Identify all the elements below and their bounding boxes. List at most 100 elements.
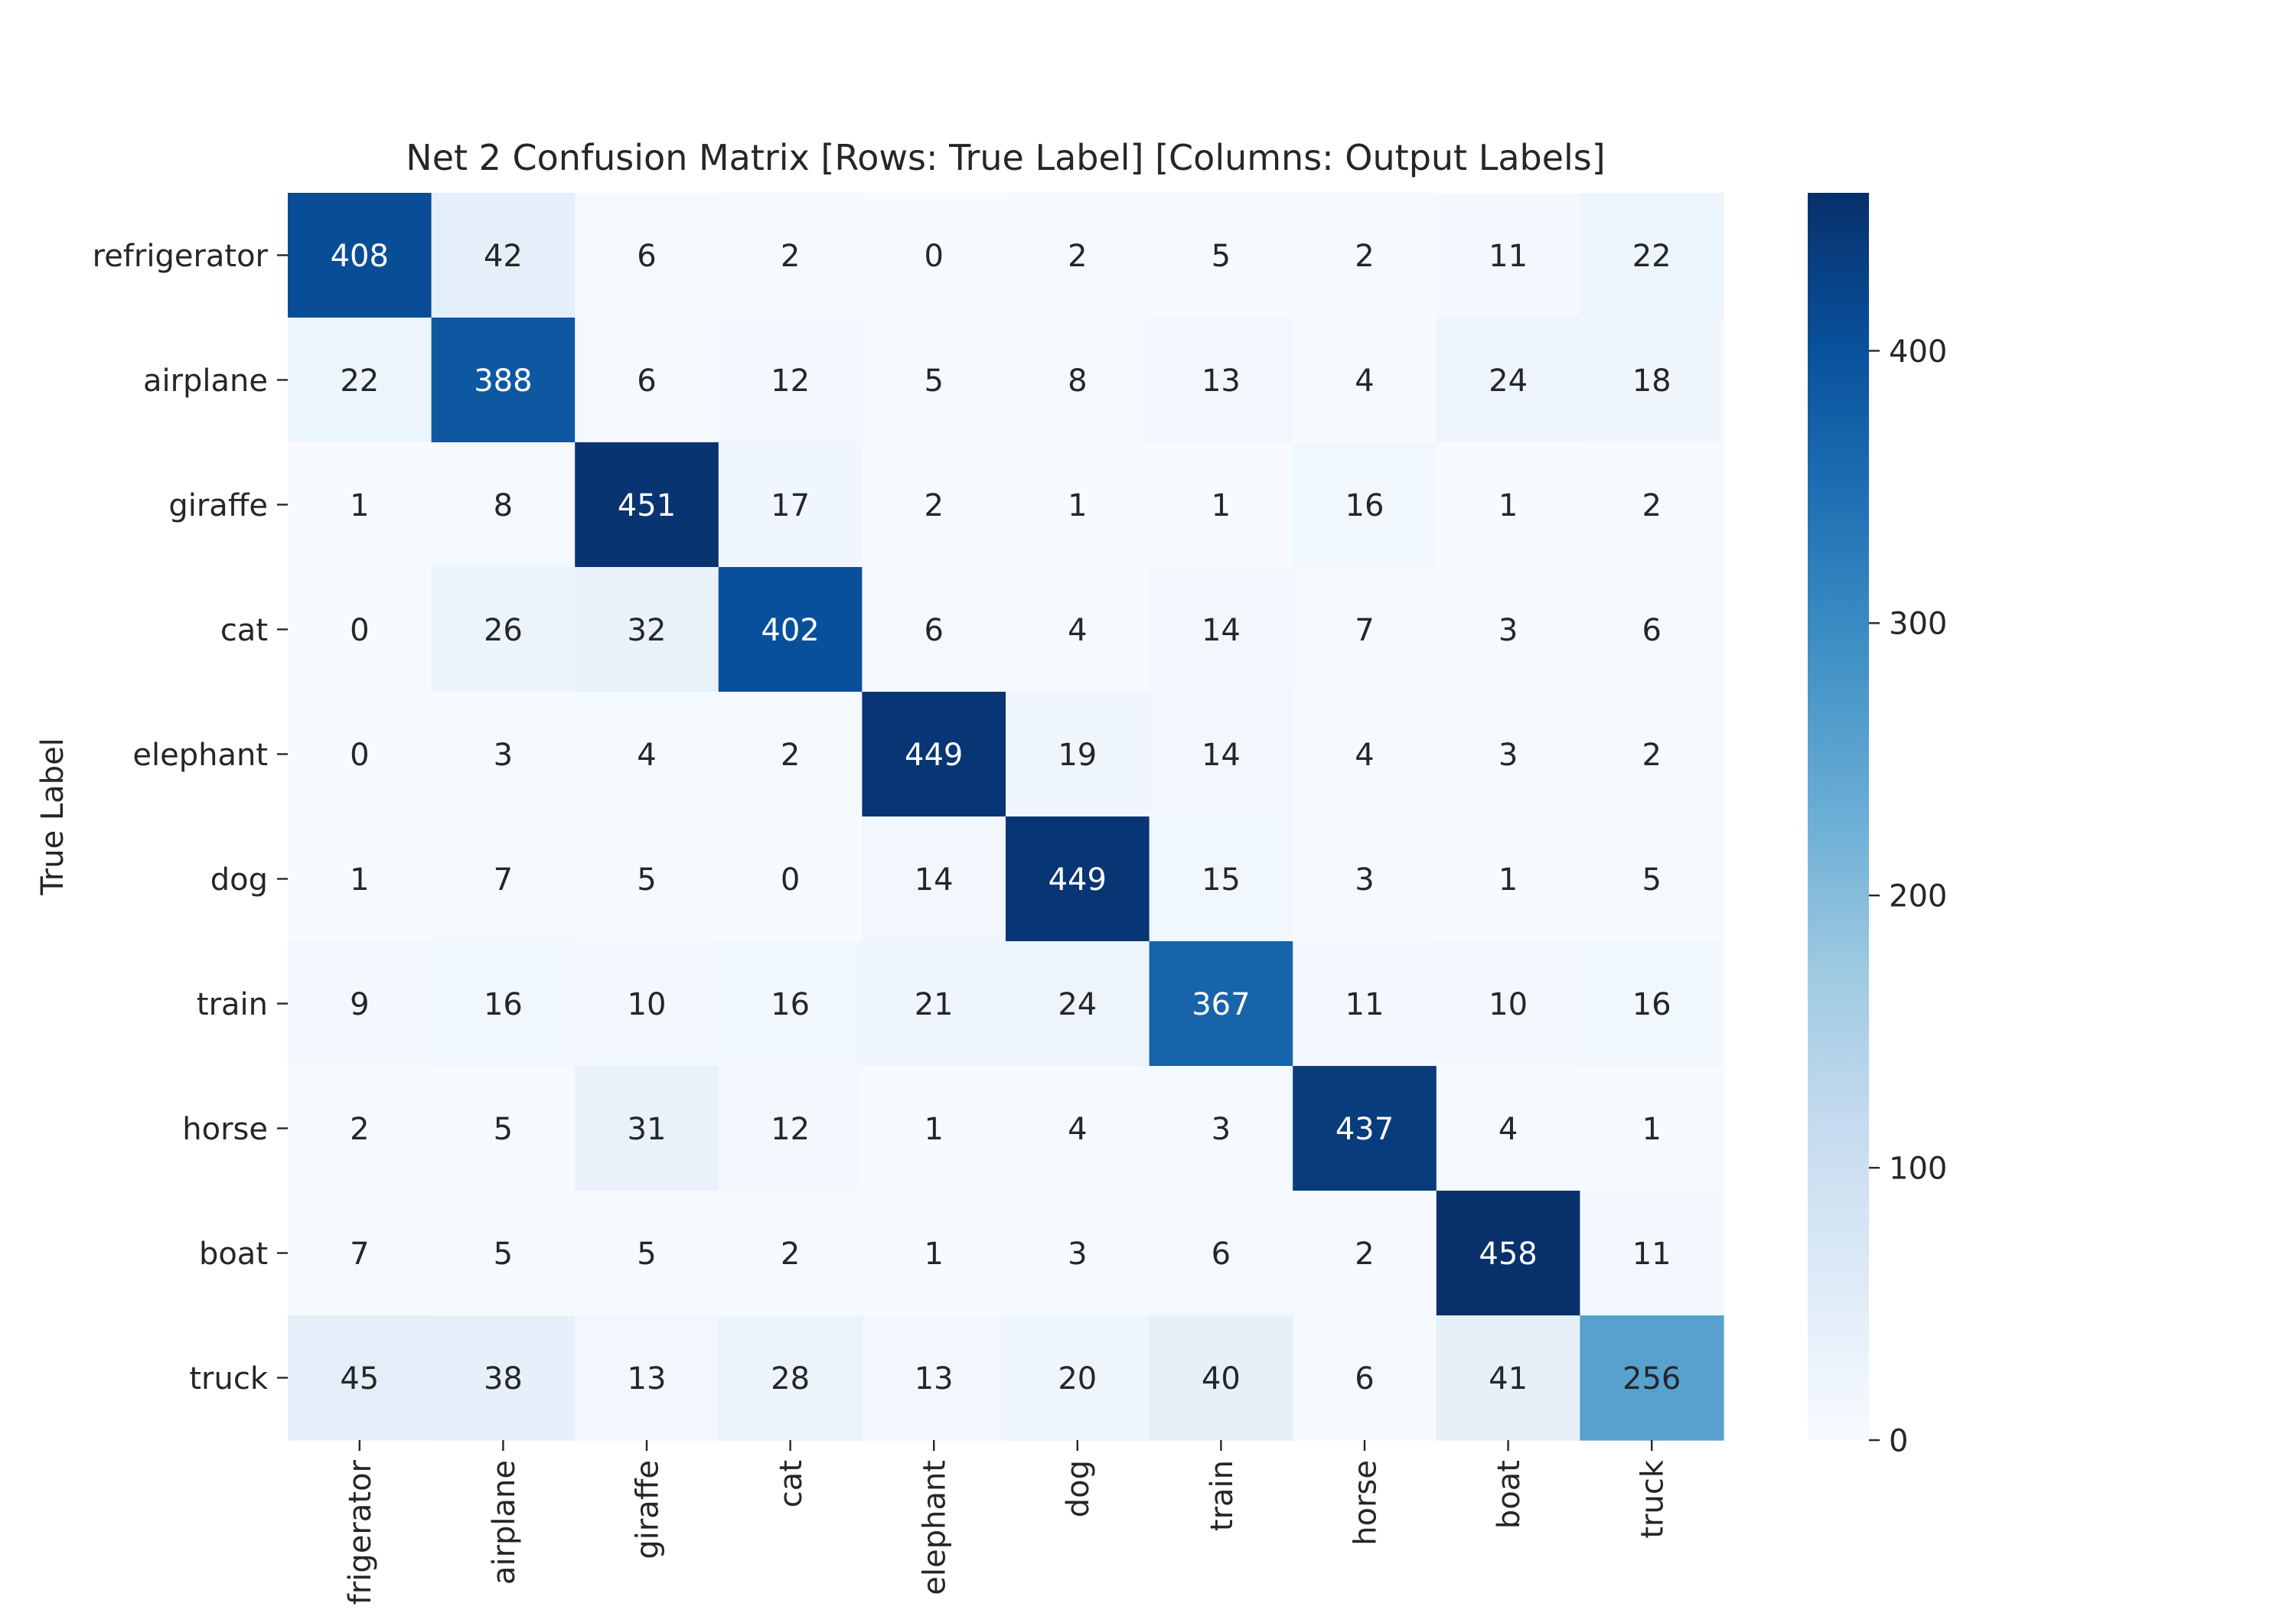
colorbar-tick-label: 100: [1889, 1152, 1947, 1187]
col-tick-label: giraffe: [630, 1460, 665, 1559]
cell-value-label: 449: [905, 738, 963, 773]
cell-value-label: 4: [1355, 738, 1374, 773]
cell-value-label: 1: [1642, 1112, 1661, 1147]
heatmap-cell: [575, 442, 719, 568]
row-tick-label: boat: [199, 1237, 268, 1272]
cell-value-label: 14: [1202, 738, 1241, 773]
heatmap-cell: [1149, 567, 1293, 693]
row-tick-label: airplane: [143, 363, 268, 399]
cell-value-label: 3: [1499, 738, 1518, 773]
heatmap-cell: [575, 941, 719, 1067]
cell-value-label: 5: [1212, 239, 1231, 274]
row-tick-label: giraffe: [168, 488, 268, 523]
cell-value-label: 408: [331, 239, 389, 274]
cell-value-label: 2: [781, 1237, 800, 1272]
heatmap-cell: [862, 692, 1006, 817]
cell-value-label: 2: [781, 239, 800, 274]
row-tick-label: dog: [210, 862, 268, 898]
cell-value-label: 2: [1642, 488, 1661, 523]
cell-value-label: 14: [1202, 613, 1241, 648]
heatmap-cell: [575, 1191, 719, 1316]
heatmap-cell: [1436, 193, 1580, 318]
col-tick-label: elephant: [918, 1460, 953, 1595]
cell-value-label: 24: [1489, 363, 1528, 399]
heatmap-cell: [862, 1315, 1006, 1441]
heatmap-cell: [1006, 567, 1150, 693]
heatmap-cell: [1436, 816, 1580, 942]
heatmap-cell: [575, 816, 719, 942]
colorbar: 0 100 200 300 400: [1808, 193, 1947, 1458]
cell-value-label: 5: [494, 1112, 513, 1147]
cell-value-label: 2: [781, 738, 800, 773]
cell-value-label: 26: [484, 613, 523, 648]
heatmap-cell: [1580, 941, 1724, 1067]
heatmap-cell: [862, 1066, 1006, 1191]
cell-value-label: 1: [1499, 488, 1518, 523]
col-tick-label: cat: [774, 1460, 809, 1507]
heatmap-cell: [718, 816, 863, 942]
heatmap-cell: [1149, 816, 1293, 942]
heatmap-cell: [1580, 1191, 1724, 1316]
heatmap-cell: [575, 567, 719, 693]
heatmap-cell: [862, 442, 1006, 568]
cell-value-label: 5: [924, 363, 943, 399]
cell-value-label: 6: [637, 239, 656, 274]
chart-title: Net 2 Confusion Matrix [Rows: True Label…: [406, 137, 1605, 178]
heatmap-cell: [1293, 816, 1437, 942]
cell-value-label: 22: [1632, 239, 1671, 274]
cell-value-label: 16: [1345, 488, 1384, 523]
heatmap-cell: [718, 1191, 863, 1316]
cell-value-label: 38: [484, 1361, 523, 1397]
heatmap-cell: [575, 1066, 719, 1191]
heatmap-cell: [431, 567, 576, 693]
cell-value-label: 16: [484, 987, 523, 1022]
heatmap-cell: [288, 1191, 432, 1316]
cell-value-label: 16: [771, 987, 810, 1022]
row-tick-label: train: [197, 987, 268, 1022]
row-tick-labels: refrigerator airplane giraffe cat elephant do…: [93, 239, 288, 1397]
heatmap-cell: [288, 692, 432, 817]
colorbar-gradient: [1808, 193, 1869, 1440]
cell-value-label: 6: [1212, 1237, 1231, 1272]
cell-value-label: 20: [1058, 1361, 1097, 1397]
cell-value-label: 5: [1642, 862, 1661, 898]
cell-value-label: 22: [340, 363, 379, 399]
cell-value-label: 367: [1192, 987, 1250, 1022]
heatmap-cell: [718, 193, 863, 318]
cell-value-label: 7: [494, 862, 513, 898]
heatmap-cell: [1006, 816, 1150, 942]
heatmap-cell: [1006, 318, 1150, 443]
cell-value-label: 10: [628, 987, 667, 1022]
cell-value-label: 3: [494, 738, 513, 773]
cell-value-label: 3: [1355, 862, 1374, 898]
heatmap-cell: [1436, 1066, 1580, 1191]
heatmap-cell: [1293, 1191, 1437, 1316]
heatmap-cell: [862, 193, 1006, 318]
heatmap-cell: [1436, 1191, 1580, 1316]
heatmap-cell: [1149, 941, 1293, 1067]
y-axis-label: True Label: [35, 738, 70, 896]
cell-value-label: 31: [628, 1112, 667, 1147]
colorbar-tick-label: 0: [1889, 1423, 1908, 1458]
cell-value-label: 437: [1336, 1112, 1394, 1147]
heatmap-cell: [1580, 442, 1724, 568]
cell-value-label: 5: [637, 862, 656, 898]
colorbar-tick-label: 400: [1889, 334, 1947, 370]
col-tick-label: truck: [1636, 1459, 1671, 1538]
cell-value-label: 18: [1632, 363, 1671, 399]
heatmap-cell: [288, 318, 432, 443]
cell-value-label: 402: [761, 613, 819, 648]
heatmap-cell: [1580, 816, 1724, 942]
heatmap-cell: [575, 1315, 719, 1441]
cell-value-label: 42: [484, 239, 523, 274]
cell-value-label: 3: [1499, 613, 1518, 648]
heatmap-cell: [288, 193, 432, 318]
col-tick-label: boat: [1492, 1460, 1527, 1529]
heatmap-cell: [718, 318, 863, 443]
heatmap-cell: [1293, 567, 1437, 693]
heatmap-cell: [431, 1066, 576, 1191]
cell-value-label: 3: [1068, 1237, 1087, 1272]
heatmap-cell: [1149, 692, 1293, 817]
